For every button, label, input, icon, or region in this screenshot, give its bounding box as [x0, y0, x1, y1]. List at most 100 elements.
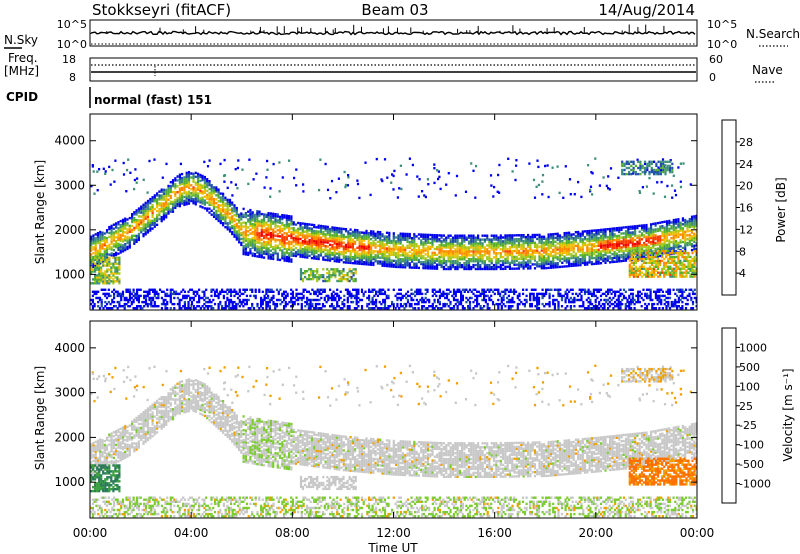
power-cell: [684, 240, 687, 243]
power-cell: [451, 252, 455, 255]
power-cell: [130, 302, 133, 306]
power-cell: [181, 188, 184, 191]
power-cell: [517, 245, 521, 249]
power-cell: [192, 194, 195, 197]
power-cell: [536, 296, 539, 300]
power-cell: [226, 200, 229, 203]
power-cell: [372, 234, 375, 237]
power-cell: [335, 234, 338, 238]
power-cell: [517, 263, 521, 266]
power-cell: [458, 244, 461, 247]
power-cell: [311, 305, 314, 308]
power-cell: [517, 253, 521, 257]
power-cell: [565, 233, 568, 237]
power-cell: [484, 298, 487, 302]
power-cell: [392, 259, 395, 262]
power-cell: [549, 243, 552, 246]
power-cell: [153, 292, 156, 296]
power-cell: [511, 246, 514, 249]
power-cell: [249, 288, 252, 291]
power-cell: [479, 250, 482, 253]
power-cell: [153, 221, 156, 224]
power-cell: [690, 239, 694, 242]
power-cell: [429, 241, 432, 245]
power-cell: [378, 300, 381, 304]
power-cell: [212, 298, 215, 302]
power-cell: [401, 232, 404, 235]
power-cell: [229, 307, 233, 310]
power-cell: [681, 223, 684, 226]
power-cell: [344, 249, 348, 252]
power-cell: [105, 296, 109, 300]
power-cell: [654, 228, 657, 231]
power-cell: [297, 237, 300, 240]
power-cell: [484, 294, 487, 298]
power-cell: [212, 211, 216, 215]
power-cell: [663, 236, 666, 239]
power-cell: [392, 251, 395, 255]
power-cell: [609, 231, 612, 235]
power-cell: [447, 267, 450, 271]
power-cell: [331, 257, 334, 260]
power-cell: [185, 193, 188, 196]
power-cell: [181, 192, 184, 195]
power-cell: [263, 223, 266, 226]
power-cell: [210, 307, 213, 310]
power-cell: [495, 256, 498, 259]
power-cell: [452, 307, 456, 310]
power-cell: [520, 236, 523, 239]
power-cell: [422, 243, 425, 246]
power-cell: [360, 262, 364, 266]
power-cell: [399, 250, 402, 253]
power-cell: [217, 219, 220, 223]
power-cell: [371, 302, 374, 306]
power-cell: [347, 232, 350, 235]
power-cell: [319, 224, 323, 228]
power-cell: [488, 288, 491, 291]
power-cell: [126, 228, 129, 231]
power-cell: [415, 248, 418, 252]
power-cell: [431, 239, 434, 243]
power-cell: [304, 240, 307, 243]
power-cell: [331, 245, 334, 249]
power-cell: [260, 250, 263, 253]
power-cell: [368, 288, 371, 291]
power-cell: [568, 264, 571, 268]
power-cell: [158, 208, 161, 211]
power-cell: [472, 236, 475, 239]
power-cell: [385, 296, 388, 300]
power-cell: [105, 238, 109, 242]
power-cell: [454, 294, 457, 298]
power-cell: [508, 238, 511, 241]
power-cell: [381, 254, 384, 258]
power-cell: [408, 232, 411, 236]
power-cell: [290, 298, 293, 302]
power-cell: [374, 236, 377, 239]
power-cell: [285, 255, 288, 259]
power-cell: [310, 247, 313, 250]
power-cell: [652, 240, 655, 243]
power-cell: [410, 298, 413, 302]
power-cell: [554, 252, 557, 255]
power-cell: [438, 300, 441, 304]
power-cell: [265, 290, 268, 293]
power-cell: [640, 228, 644, 231]
power-cell: [324, 237, 327, 240]
power-cell: [229, 298, 233, 302]
power-cell: [634, 227, 637, 230]
power-cell: [650, 250, 653, 253]
power-cell: [383, 305, 387, 308]
power-cell: [300, 302, 303, 306]
power-cell: [157, 305, 160, 308]
power-cell: [634, 238, 637, 242]
power-cell: [222, 194, 225, 197]
power-cell: [103, 236, 106, 239]
power-cell: [440, 265, 443, 269]
power-cell: [235, 206, 238, 210]
power-cell: [331, 238, 334, 241]
power-cell: [329, 237, 332, 241]
power-cell: [142, 225, 145, 228]
power-cell: [552, 242, 555, 246]
power-cell: [399, 288, 402, 291]
power-cell: [563, 255, 566, 258]
